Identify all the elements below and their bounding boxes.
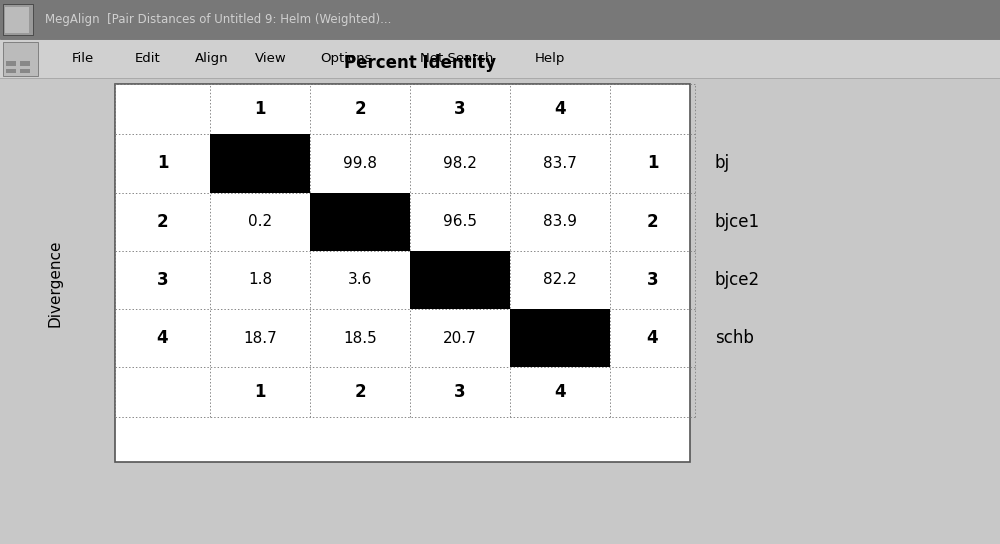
Text: 1: 1 xyxy=(254,100,266,119)
Text: 4: 4 xyxy=(647,329,658,347)
Text: Align: Align xyxy=(195,52,229,65)
Text: 82.2: 82.2 xyxy=(543,273,577,287)
Bar xyxy=(6,61,16,66)
Text: 3: 3 xyxy=(647,271,658,289)
Text: MegAlign  [Pair Distances of Untitled 9: Helm (Weighted)...: MegAlign [Pair Distances of Untitled 9: … xyxy=(45,13,391,26)
Bar xyxy=(115,84,690,462)
Bar xyxy=(410,251,510,309)
Bar xyxy=(0,0,1000,39)
Text: 2: 2 xyxy=(354,100,366,119)
Text: 3: 3 xyxy=(454,383,466,401)
Text: 20.7: 20.7 xyxy=(443,331,477,345)
Text: 1: 1 xyxy=(647,154,658,172)
Text: 4: 4 xyxy=(554,383,566,401)
Text: 18.5: 18.5 xyxy=(343,331,377,345)
Text: Divergence: Divergence xyxy=(48,239,62,326)
Text: 3: 3 xyxy=(454,100,466,119)
Text: View: View xyxy=(255,52,287,65)
Text: 99.8: 99.8 xyxy=(343,156,377,171)
Bar xyxy=(3,42,38,76)
Text: schb: schb xyxy=(715,329,754,347)
Text: 2: 2 xyxy=(157,213,168,231)
Text: bjce1: bjce1 xyxy=(715,213,760,231)
Text: 1: 1 xyxy=(254,383,266,401)
Bar xyxy=(5,7,29,33)
Bar xyxy=(20,61,30,66)
Bar xyxy=(310,193,410,251)
Text: 83.7: 83.7 xyxy=(543,156,577,171)
Text: 83.9: 83.9 xyxy=(543,214,577,229)
Text: Options: Options xyxy=(320,52,372,65)
Text: Edit: Edit xyxy=(135,52,161,65)
Text: File: File xyxy=(72,52,94,65)
Bar xyxy=(210,134,310,193)
Text: Net Search: Net Search xyxy=(420,52,493,65)
Text: Percent Identity: Percent Identity xyxy=(344,53,496,72)
Bar xyxy=(510,309,610,367)
Text: 3: 3 xyxy=(157,271,168,289)
Text: 96.5: 96.5 xyxy=(443,214,477,229)
Text: 3.6: 3.6 xyxy=(348,273,372,287)
Text: bjce2: bjce2 xyxy=(715,271,760,289)
Text: 98.2: 98.2 xyxy=(443,156,477,171)
Text: 4: 4 xyxy=(554,100,566,119)
Text: 1: 1 xyxy=(157,154,168,172)
Bar xyxy=(20,69,30,73)
Text: bj: bj xyxy=(715,154,730,172)
Bar xyxy=(3,4,33,35)
Bar xyxy=(0,39,1000,78)
Text: 2: 2 xyxy=(647,213,658,231)
Text: 0.2: 0.2 xyxy=(248,214,272,229)
Text: Help: Help xyxy=(535,52,565,65)
Text: 2: 2 xyxy=(354,383,366,401)
Text: 1.8: 1.8 xyxy=(248,273,272,287)
Bar xyxy=(6,69,16,73)
Text: 18.7: 18.7 xyxy=(243,331,277,345)
Text: 4: 4 xyxy=(157,329,168,347)
